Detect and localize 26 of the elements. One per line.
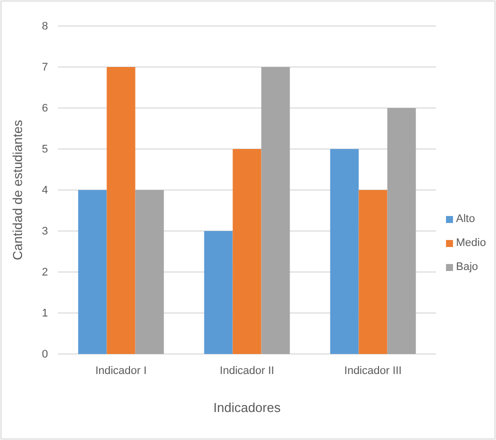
bar (106, 67, 136, 354)
y-tick-label: 5 (42, 144, 48, 156)
bar (358, 190, 388, 354)
x-tick-label: Indicador III (344, 364, 402, 377)
legend-label: Medio (456, 237, 486, 249)
legend-label: Bajo (456, 261, 478, 273)
y-tick-label: 6 (42, 102, 48, 115)
x-tick-label: Indicador II (220, 364, 274, 377)
bar (232, 149, 262, 354)
bar (330, 149, 359, 354)
y-tick-label: 7 (42, 62, 48, 74)
bar (78, 190, 107, 354)
y-axis-title: Cantidad de estudiantes (10, 119, 25, 260)
x-tick-label: Indicador I (95, 364, 147, 377)
y-tick-label: 1 (42, 308, 48, 320)
y-tick-label: 0 (42, 348, 48, 361)
bar (204, 231, 233, 354)
bar (135, 190, 164, 354)
y-tick-label: 3 (42, 226, 48, 238)
x-axis-title: Indicadores (213, 400, 282, 415)
bar (261, 67, 290, 354)
y-tick-label: 8 (42, 20, 48, 33)
y-tick-label: 2 (42, 266, 48, 279)
y-tick-label: 4 (42, 184, 48, 197)
legend-label: Alto (456, 213, 475, 225)
bar (387, 108, 416, 354)
